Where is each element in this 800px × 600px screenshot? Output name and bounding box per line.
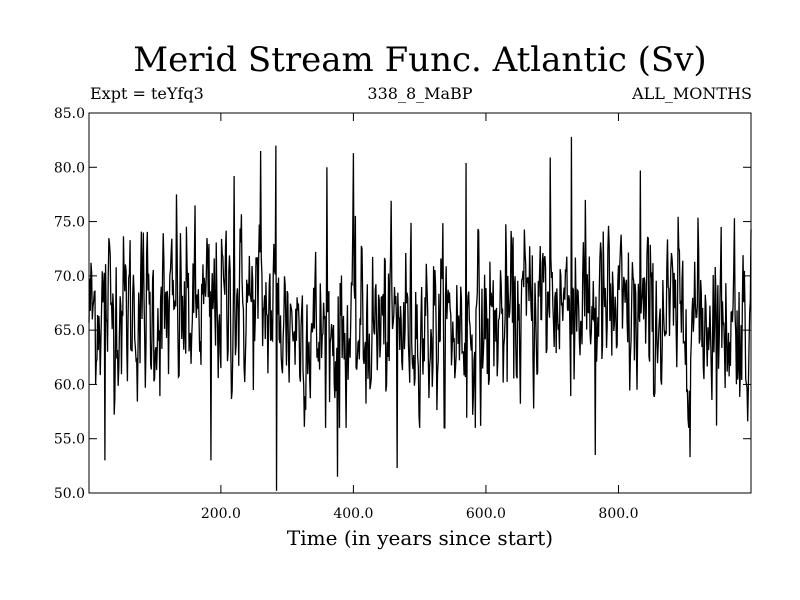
x-tick-label: 600.0: [466, 506, 506, 522]
x-axis: 200.0 400.0 600.0 800.0: [201, 113, 639, 522]
y-axis: 50.0 55.0 60.0 65.0 70.0 75.0 80.0 85.0: [54, 106, 751, 502]
x-tick-label: 800.0: [598, 506, 638, 522]
y-tick-label: 70.0: [54, 269, 85, 285]
y-tick-label: 60.0: [54, 377, 85, 393]
experiment-label: Expt = teYfq3: [90, 84, 204, 103]
x-tick-label: 400.0: [333, 506, 373, 522]
run-label: 338_8_MaBP: [367, 84, 473, 103]
y-tick-label: 80.0: [54, 160, 85, 176]
x-tick-label: 200.0: [201, 506, 241, 522]
months-label: ALL_MONTHS: [632, 84, 752, 103]
y-tick-label: 85.0: [54, 106, 85, 122]
y-tick-label: 75.0: [54, 215, 85, 231]
plot-frame: [88, 112, 752, 494]
series-line: [88, 136, 752, 491]
y-tick-label: 65.0: [54, 323, 85, 339]
x-axis-label: Time (in years since start): [286, 526, 554, 550]
y-tick-label: 55.0: [54, 432, 85, 448]
chart-title: Merid Stream Func. Atlantic (Sv): [133, 40, 707, 80]
y-tick-label: 50.0: [54, 486, 85, 502]
